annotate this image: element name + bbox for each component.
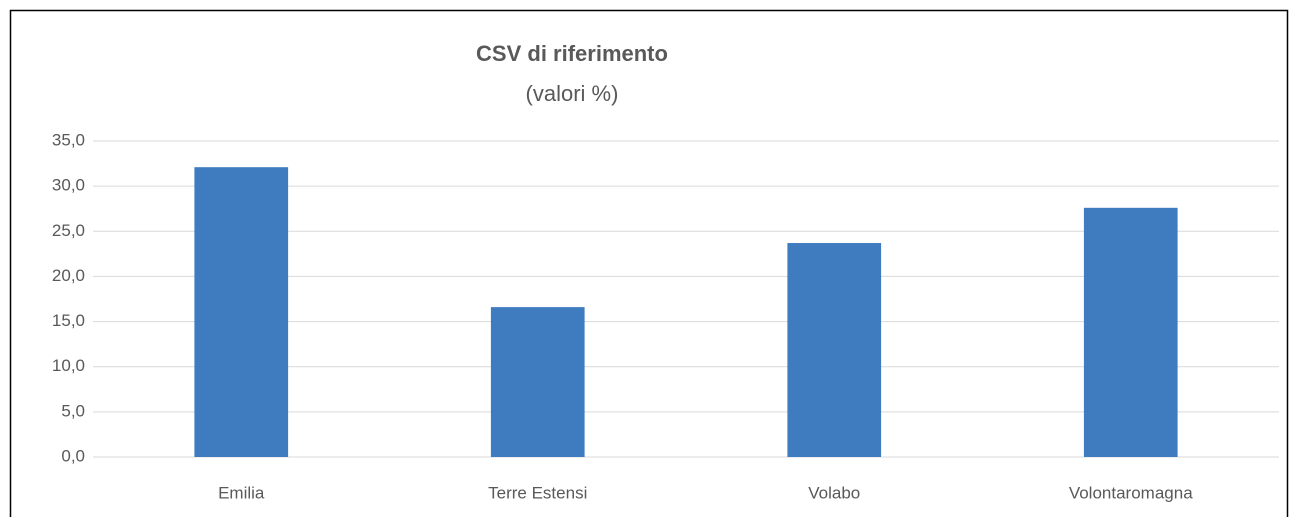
x-tick-label: Volabo [808,483,860,502]
bar [194,167,289,457]
y-tick-label: 10,0 [52,356,85,375]
y-tick-label: 20,0 [52,266,85,285]
bar [787,243,882,457]
bar [490,307,585,457]
x-tick-label: Volontaromagna [1069,483,1193,502]
chart-border [9,9,1289,517]
y-tick-label: 5,0 [61,401,85,420]
bar [1083,207,1178,457]
y-tick-label: 35,0 [52,130,85,149]
y-tick-label: 25,0 [52,221,85,240]
y-tick-label: 0,0 [61,446,85,465]
y-tick-label: 15,0 [52,311,85,330]
chart-subtitle: (valori %) [526,81,619,106]
x-tick-label: Emilia [218,483,265,502]
y-tick-label: 30,0 [52,176,85,195]
x-tick-label: Terre Estensi [488,483,587,502]
chart-title: CSV di riferimento [476,41,668,66]
